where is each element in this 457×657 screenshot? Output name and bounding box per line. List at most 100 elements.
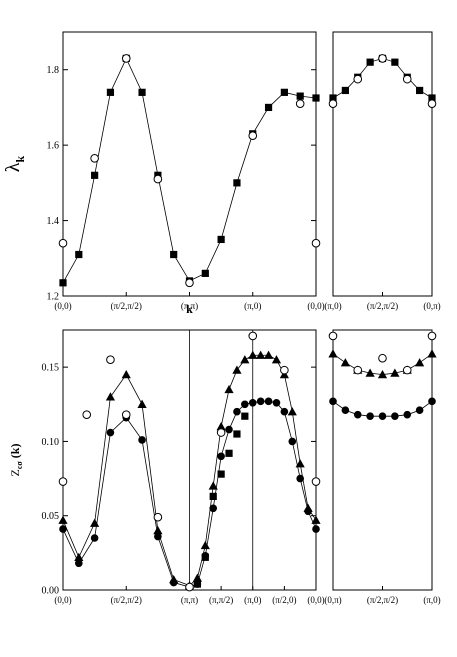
- x-category-label: (π,π/2): [209, 595, 233, 605]
- data-point-square-filled: [329, 94, 337, 102]
- x-category-label: (π,0): [324, 301, 341, 311]
- data-point-square-filled: [91, 171, 99, 179]
- series-circle-open: [58, 331, 321, 592]
- data-point-circle-filled: [256, 397, 265, 406]
- data-point-circle-filled: [353, 410, 362, 419]
- data-point-triangle-filled: [256, 350, 266, 359]
- data-point-triangle-filled: [192, 573, 203, 582]
- data-point-triangle-filled: [248, 350, 258, 359]
- data-point-circle-open: [153, 174, 163, 184]
- data-point-triangle-filled: [295, 459, 305, 468]
- data-point-triangle-filled: [390, 368, 400, 377]
- series-circle-open: [328, 331, 437, 375]
- data-point-circle-open: [185, 582, 194, 592]
- data-point-circle-open: [353, 365, 363, 375]
- x-category-label: (π,0): [244, 301, 261, 311]
- data-point-circle-filled: [233, 407, 241, 416]
- data-point-circle-open: [280, 365, 289, 375]
- data-point-triangle-filled: [311, 515, 321, 524]
- data-point-circle-open: [82, 410, 92, 419]
- data-point-triangle-filled: [58, 515, 68, 524]
- data-point-circle-open: [248, 131, 258, 141]
- x-category-label: (0,0): [54, 301, 71, 311]
- data-point-circle-open: [311, 477, 321, 486]
- data-point-triangle-filled: [328, 349, 338, 358]
- chart-lambda_path: 1.2 1.4 1.6 1.8 (0,0) (π/2,π/2) (π,π) (π,0) (0,0…: [2, 31, 325, 316]
- data-point-triangle-filled: [427, 349, 437, 358]
- data-point-circle-open: [295, 99, 305, 108]
- data-point-circle-open: [427, 99, 437, 108]
- data-point-square-filled: [264, 103, 273, 112]
- series-square-filled: [59, 54, 320, 287]
- data-point-triangle-filled: [271, 355, 282, 364]
- y-tick-label: 1.4: [47, 216, 60, 227]
- plot-frame: [332, 329, 433, 591]
- data-point-square-filled: [217, 235, 225, 244]
- data-point-circle-open: [248, 331, 258, 341]
- data-point-square-filled: [201, 269, 209, 277]
- data-point-square-filled: [312, 94, 320, 102]
- data-point-circle-open: [378, 54, 387, 63]
- data-point-triangle-filled: [340, 358, 350, 367]
- data-point-circle-filled: [225, 425, 233, 434]
- data-point-circle-filled: [264, 397, 273, 406]
- data-point-circle-open: [58, 477, 68, 486]
- y-axis-title: λk: [2, 155, 27, 172]
- data-point-triangle-filled: [365, 368, 375, 377]
- data-point-circle-open: [311, 238, 321, 248]
- data-point-square-filled: [280, 88, 288, 96]
- y-tick-label: 0.15: [42, 363, 60, 374]
- data-point-circle-open: [153, 512, 163, 522]
- y-tick-label: 1.8: [47, 65, 60, 76]
- x-category-label: (0,π): [423, 301, 440, 311]
- data-point-triangle-filled: [263, 350, 274, 359]
- data-point-square-filled: [170, 250, 178, 259]
- data-point-circle-filled: [154, 532, 162, 541]
- data-point-square-filled: [193, 580, 202, 588]
- data-point-square-filled: [366, 58, 374, 66]
- chart-z_side: (0,π) (π/2,π/2) (π,0): [324, 329, 441, 605]
- data-point-circle-filled: [90, 534, 99, 542]
- plot-frame: [62, 31, 317, 297]
- x-axis-title: k: [186, 302, 193, 316]
- data-point-circle-filled: [341, 406, 350, 415]
- y-axis-title: Zcσ (k): [8, 444, 24, 477]
- data-point-triangle-filled: [287, 407, 297, 416]
- data-point-circle-filled: [428, 397, 436, 406]
- x-category-label: (π/2,π/2): [111, 595, 142, 605]
- data-point-circle-filled: [59, 525, 67, 533]
- data-point-triangle-filled: [415, 358, 425, 367]
- data-point-square-filled: [217, 470, 225, 478]
- data-point-circle-filled: [138, 436, 146, 444]
- data-point-circle-open: [402, 365, 412, 375]
- data-point-square-filled: [75, 250, 83, 259]
- data-point-circle-filled: [241, 400, 249, 409]
- data-point-circle-open: [121, 410, 131, 419]
- x-category-label: (π/2,π/2): [111, 301, 142, 311]
- y-tick-label: 0.10: [42, 437, 60, 448]
- x-category-label: (0,0): [54, 595, 71, 605]
- x-category-label: (π/2,0): [272, 595, 296, 605]
- chart-lambda_side: (π,0) (π/2,π/2) (0,π): [324, 31, 441, 311]
- y-tick-label: 1.6: [47, 141, 60, 152]
- x-category-label: (π/2,π/2): [367, 301, 398, 311]
- data-point-square-filled: [138, 88, 146, 96]
- data-point-triangle-filled: [153, 525, 163, 535]
- y-tick-label: 0.00: [42, 586, 60, 597]
- data-point-circle-open: [90, 154, 99, 163]
- x-category-label: (π,π): [181, 595, 198, 605]
- data-point-circle-open: [427, 331, 437, 341]
- data-point-circle-open: [353, 74, 363, 84]
- data-point-circle-open: [378, 353, 387, 363]
- data-point-triangle-filled: [105, 392, 116, 401]
- series-circle-open: [58, 54, 321, 288]
- data-point-triangle-filled: [240, 355, 250, 364]
- x-category-label: (π,π): [181, 301, 198, 311]
- data-point-circle-open: [106, 355, 115, 365]
- series-square-filled: [193, 412, 249, 588]
- x-category-label: (π/2,π/2): [367, 595, 398, 605]
- data-point-circle-filled: [304, 507, 312, 516]
- x-category-label: (π,0): [244, 595, 261, 605]
- data-point-triangle-filled: [224, 384, 234, 394]
- data-point-square-filled: [391, 58, 399, 66]
